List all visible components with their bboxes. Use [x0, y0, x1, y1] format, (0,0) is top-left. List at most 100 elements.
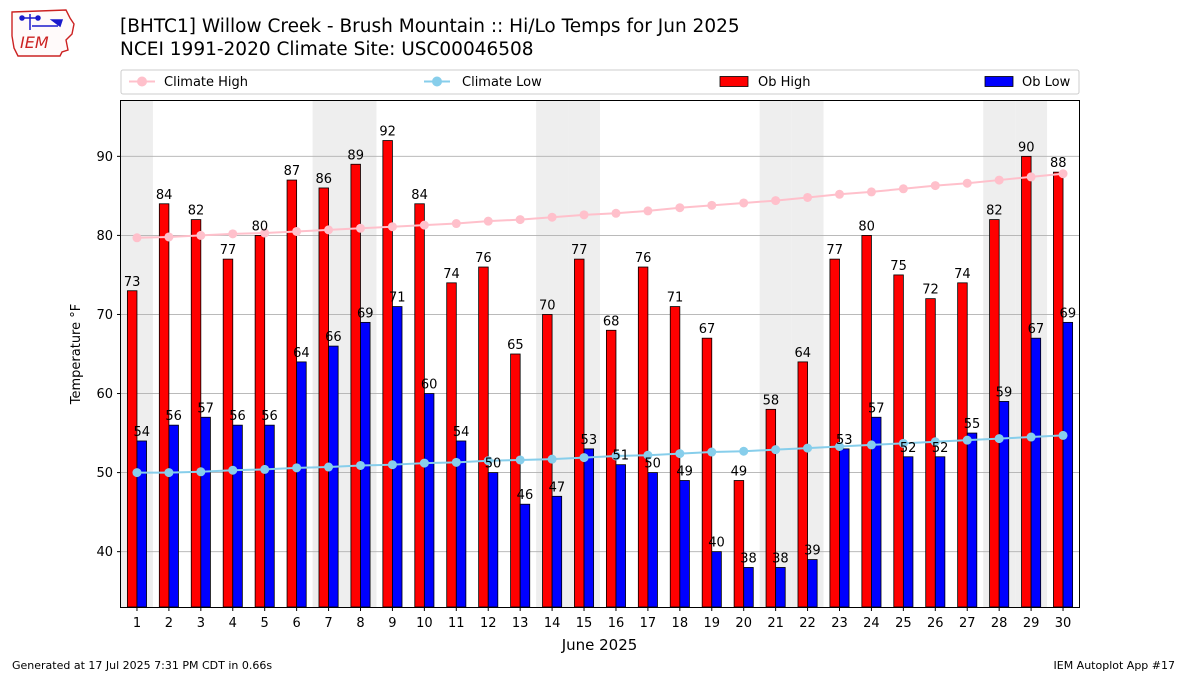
climate-high-point [994, 175, 1004, 185]
climate-high-line [136, 172, 1064, 239]
climate-high-point [451, 219, 461, 229]
ob-high-bar [861, 235, 872, 608]
climate-low-point [739, 446, 749, 456]
ob-high-bar [446, 282, 457, 608]
ob-low-value-label: 60 [421, 378, 438, 393]
climate-high-point [356, 223, 365, 233]
climate-high-point [132, 233, 142, 243]
ob-low-bar [1030, 337, 1042, 608]
ob-low-bar [264, 424, 275, 608]
legend-ob-high-swatch [719, 76, 749, 87]
ob-low-value-label: 52 [932, 441, 949, 456]
ob-low-bar [966, 432, 978, 608]
ob-high-value-label: 80 [252, 219, 269, 234]
ob-low-value-label: 57 [197, 401, 214, 416]
ob-low-value-label: 40 [708, 536, 725, 551]
climate-high-point [260, 228, 270, 238]
x-tick-label: 25 [895, 616, 912, 631]
ob-low-value-label: 71 [389, 291, 406, 306]
x-tick-label: 16 [608, 616, 625, 631]
climate-high-point [387, 222, 397, 232]
climate-low-point [292, 463, 302, 473]
ob-high-bar [382, 140, 393, 608]
x-axis-label: June 2025 [561, 636, 638, 654]
climate-high-point [835, 189, 844, 199]
ob-low-bar [615, 464, 626, 608]
legend-ob-low-swatch [984, 76, 1014, 87]
ob-high-bar [605, 329, 617, 608]
ob-high-value-label: 92 [379, 125, 396, 140]
ob-high-value-label: 64 [795, 346, 812, 361]
legend: Climate High Climate Low Ob High Ob Low [120, 69, 1080, 95]
ob-high-value-label: 67 [699, 322, 716, 337]
ob-high-bar [1053, 171, 1064, 608]
x-tick-label: 6 [292, 616, 300, 631]
y-tick-label: 60 [96, 387, 113, 402]
climate-high-point [803, 192, 813, 202]
climate-low-point [962, 435, 972, 445]
ob-high-bar [957, 282, 968, 608]
y-axis-label: Temperature °F [69, 304, 84, 405]
ob-low-value-label: 56 [261, 409, 278, 424]
legend-frame [120, 69, 1080, 95]
x-tick-label: 22 [799, 616, 816, 631]
ob-high-value-label: 82 [986, 204, 1003, 219]
logo-text: IEM [20, 33, 49, 52]
generated-timestamp: Generated at 17 Jul 2025 7:31 PM CDT in … [12, 659, 273, 672]
climate-low-point [164, 468, 174, 478]
ob-low-value-label: 67 [1028, 322, 1045, 337]
x-tick-label: 20 [735, 616, 752, 631]
climate-low-point [611, 451, 621, 461]
ob-high-value-label: 68 [603, 314, 620, 329]
x-tick-label: 13 [512, 616, 529, 631]
climate-high-point [707, 200, 717, 210]
ob-low-bar [679, 480, 690, 608]
y-axis: 40 50 60 70 80 90 [96, 150, 121, 560]
y-tick-label: 80 [96, 229, 113, 244]
ob-low-value-label: 54 [453, 425, 470, 440]
ob-high-bar [126, 290, 138, 608]
x-tick-label: 2 [165, 616, 173, 631]
climate-high-point [579, 210, 589, 220]
chart-title: [BHTC1] Willow Creek - Brush Mountain ::… [120, 16, 740, 37]
ob-high-value-label: 77 [826, 243, 843, 258]
climate-low-point [228, 465, 238, 475]
climate-high-point [898, 184, 908, 194]
ob-low-value-label: 64 [293, 346, 310, 361]
y-gridlines [121, 155, 1079, 553]
x-tick-label: 18 [672, 616, 689, 631]
x-tick-label: 28 [991, 616, 1008, 631]
ob-high-value-label: 70 [539, 298, 556, 313]
climate-high-point [547, 212, 557, 222]
ob-low-value-label: 57 [868, 401, 885, 416]
ob-low-bar [392, 306, 403, 608]
climate-low-point [515, 455, 525, 465]
x-tick-label: 3 [197, 616, 205, 631]
ob-low-bar [1062, 321, 1074, 608]
climate-low-point [643, 450, 653, 460]
climate-low-point [547, 454, 557, 464]
climate-low-point [898, 438, 908, 448]
weather-instrument-icon [19, 14, 64, 30]
ob-low-value-label: 47 [549, 480, 566, 495]
y-tick-label: 90 [96, 150, 113, 165]
climate-high-point [675, 203, 685, 213]
climate-low-point [387, 460, 397, 470]
ob-high-value-label: 71 [667, 291, 684, 306]
x-tick-label: 11 [448, 616, 465, 631]
ob-high-bar [222, 258, 234, 608]
ob-low-value-label: 53 [581, 433, 598, 448]
ob-high-bar [701, 337, 713, 608]
ob-low-value-label: 56 [165, 409, 182, 424]
ob-high-bar [158, 203, 170, 608]
climate-low-point [994, 434, 1004, 444]
x-tick-label: 24 [863, 616, 880, 631]
climate-high-point [515, 215, 525, 225]
y-tick-label: 70 [96, 308, 113, 323]
climate-low-point [707, 447, 717, 457]
ob-low-value-label: 49 [676, 465, 693, 480]
x-tick-label: 5 [261, 616, 269, 631]
ob-low-bar [583, 448, 595, 608]
x-tick-label: 19 [703, 616, 720, 631]
ob-high-value-label: 86 [316, 172, 333, 187]
